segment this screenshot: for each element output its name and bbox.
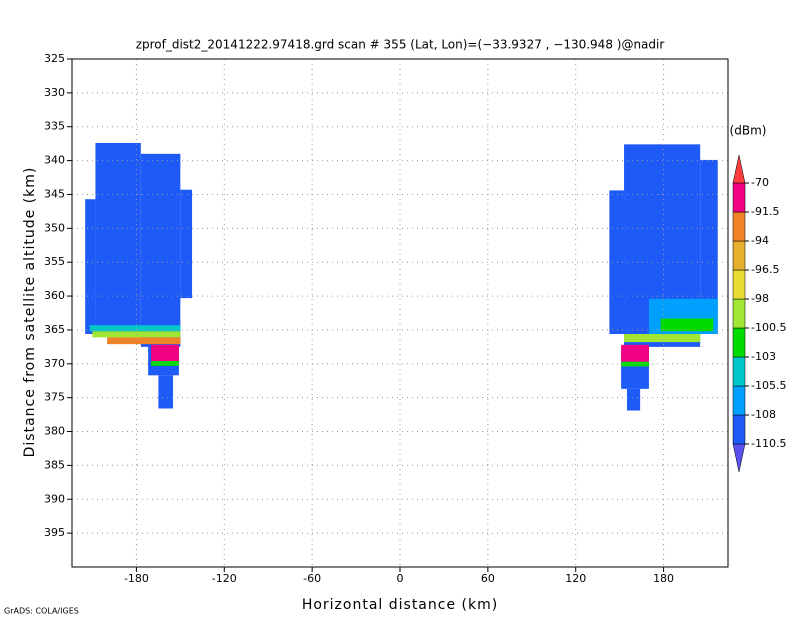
y-tick-label: 395 (44, 526, 65, 539)
cell (624, 333, 701, 343)
cell (95, 142, 141, 332)
cell (107, 337, 181, 345)
y-tick-label: 375 (44, 391, 65, 404)
y-tick-label: 365 (44, 323, 65, 336)
cell (151, 344, 179, 362)
x-tick-label: 180 (653, 572, 674, 585)
colorbar-segment (732, 182, 746, 213)
colorbar-tick-label: -94 (751, 234, 769, 247)
colorbar-segment (732, 240, 746, 271)
x-tick-label: 0 (397, 572, 404, 585)
chart-title: zprof_dist2_20141222.97418.grd scan # 35… (136, 38, 665, 52)
x-tick-label: -60 (303, 572, 321, 585)
cell (151, 361, 179, 366)
colorbar-segment (732, 298, 746, 329)
x-axis-label: Horizontal distance (km) (302, 597, 498, 613)
cell (89, 325, 181, 332)
colorbar-segment (732, 327, 746, 358)
cell (140, 153, 181, 347)
colorbar-segment (732, 385, 746, 416)
cell (660, 318, 714, 332)
colorbar-tick-label: -96.5 (751, 263, 779, 276)
colorbar-tick-label: -100.5 (751, 321, 786, 334)
cell (621, 344, 649, 362)
plot-frame (71, 58, 729, 568)
colorbar-segment (732, 414, 746, 445)
colorbar-label: (dBm) (730, 124, 767, 138)
y-tick-label: 330 (44, 86, 65, 99)
y-tick-label: 355 (44, 255, 65, 268)
y-tick-label: 335 (44, 120, 65, 133)
cell (626, 388, 641, 411)
colorbar-segment (732, 269, 746, 300)
y-tick-label: 370 (44, 357, 65, 370)
cell (621, 361, 649, 367)
x-tick-label: -180 (124, 572, 149, 585)
y-axis-label: Distance from satellite altitude (km) (22, 167, 38, 458)
y-tick-label: 380 (44, 425, 65, 438)
cell (158, 375, 174, 409)
cell (609, 190, 625, 334)
colorbar-tick-label: -110.5 (751, 437, 786, 450)
colorbar-tick-label: -91.5 (751, 205, 779, 218)
y-tick-label: 350 (44, 221, 65, 234)
x-tick-label: 120 (565, 572, 586, 585)
y-tick-label: 345 (44, 187, 65, 200)
y-tick-label: 325 (44, 52, 65, 65)
x-tick-label: 60 (481, 572, 495, 585)
colorbar-triangle (732, 154, 746, 184)
y-tick-label: 385 (44, 458, 65, 471)
cell (85, 199, 96, 334)
cell (700, 159, 718, 334)
y-tick-label: 390 (44, 492, 65, 505)
colorbar-segment (732, 211, 746, 242)
cell (180, 189, 193, 299)
x-tick-label: -120 (212, 572, 237, 585)
colorbar-tick-label: -108 (751, 408, 776, 421)
colorbar-tick-label: -70 (751, 176, 769, 189)
credit: GrADS: COLA/IGES (4, 607, 79, 616)
y-tick-label: 340 (44, 154, 65, 167)
colorbar-tick-label: -105.5 (751, 379, 786, 392)
colorbar-segment (732, 356, 746, 387)
y-tick-label: 360 (44, 289, 65, 302)
colorbar-tick-label: -98 (751, 292, 769, 305)
colorbar-tick-label: -103 (751, 350, 776, 363)
